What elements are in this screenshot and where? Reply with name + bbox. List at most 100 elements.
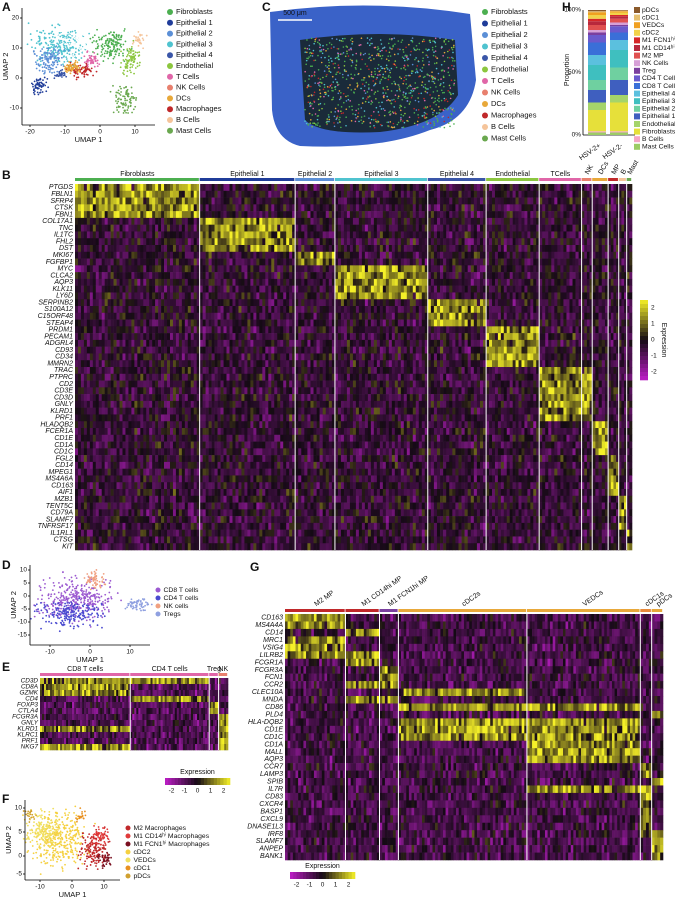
legend-swatch bbox=[482, 101, 488, 107]
tissue-cell bbox=[351, 109, 353, 111]
tissue-cell bbox=[444, 127, 446, 129]
tissue-cell bbox=[335, 79, 337, 81]
heatmap-cell bbox=[161, 475, 164, 482]
umap-point bbox=[137, 65, 139, 67]
heatmap-cell bbox=[75, 401, 78, 408]
heatmap-cell bbox=[78, 442, 81, 449]
tissue-cell bbox=[337, 122, 339, 124]
tissue-cell bbox=[346, 51, 348, 53]
heatmap-cell bbox=[155, 353, 158, 360]
tissue-cell bbox=[439, 109, 441, 111]
heatmap-cell bbox=[128, 184, 131, 191]
umap-point bbox=[99, 39, 101, 41]
legend-label: B Cells bbox=[176, 115, 200, 124]
heatmap-cell bbox=[149, 313, 152, 320]
heatmap-cell bbox=[161, 394, 164, 401]
tissue-cell bbox=[314, 71, 316, 73]
heatmap-cell bbox=[90, 306, 93, 313]
tissue-cell bbox=[389, 111, 391, 113]
heatmap-cell bbox=[167, 516, 170, 523]
heatmap-cell bbox=[87, 489, 90, 496]
umap-point bbox=[75, 57, 77, 59]
heatmap-cell bbox=[102, 421, 105, 428]
heatmap-cell bbox=[167, 536, 170, 543]
heatmap-cell bbox=[158, 401, 161, 408]
heatmap-cell bbox=[78, 198, 81, 205]
heatmap-cell bbox=[81, 387, 84, 394]
legend-swatch bbox=[167, 74, 173, 80]
tissue-cell bbox=[351, 38, 353, 40]
heatmap-cell bbox=[84, 394, 87, 401]
tissue-cell bbox=[448, 117, 450, 119]
umap-points bbox=[27, 22, 148, 114]
heatmap-cell bbox=[131, 184, 134, 191]
tissue-cell bbox=[369, 126, 371, 128]
legend-label: cDC1 bbox=[642, 14, 659, 21]
heatmap-cell bbox=[102, 414, 105, 421]
heatmap-cell bbox=[75, 435, 78, 442]
tissue-cell bbox=[363, 54, 365, 56]
tissue-cell bbox=[304, 80, 306, 82]
tissue-cell bbox=[314, 75, 316, 77]
heatmap-cell bbox=[170, 530, 173, 537]
heatmap-cell bbox=[149, 340, 152, 347]
tissue-cell bbox=[389, 114, 391, 116]
heatmap-cell bbox=[75, 279, 78, 286]
heatmap-cell bbox=[134, 428, 137, 435]
heatmap-cell bbox=[75, 360, 78, 367]
heatmap-cell bbox=[131, 496, 134, 503]
tissue-cell bbox=[403, 91, 405, 93]
heatmap-cell bbox=[152, 353, 155, 360]
heatmap-cell bbox=[81, 455, 84, 462]
heatmap-cell bbox=[158, 279, 161, 286]
heatmap-cell bbox=[114, 231, 117, 238]
heatmap-cell bbox=[137, 462, 140, 469]
heatmap-cell bbox=[120, 455, 123, 462]
tissue-cell bbox=[405, 75, 407, 77]
umap-point bbox=[98, 37, 100, 39]
umap-point bbox=[93, 44, 95, 46]
heatmap-cell bbox=[140, 523, 143, 530]
heatmap-cell bbox=[102, 198, 105, 205]
heatmap-cell bbox=[111, 367, 114, 374]
heatmap-cell bbox=[81, 279, 84, 286]
umap-point bbox=[136, 52, 138, 54]
tissue-cell bbox=[313, 50, 315, 52]
heatmap-cell bbox=[117, 211, 120, 218]
heatmap-cell bbox=[155, 489, 158, 496]
heatmap-cell bbox=[146, 509, 149, 516]
umap-point bbox=[47, 86, 49, 88]
heatmap-cell bbox=[93, 245, 96, 252]
heatmap-cell bbox=[108, 333, 111, 340]
tissue-cell bbox=[324, 103, 326, 105]
tissue-cell bbox=[308, 95, 310, 97]
tissue-cell bbox=[352, 62, 354, 64]
heatmap-cell bbox=[105, 421, 108, 428]
heatmap-cell bbox=[137, 252, 140, 259]
umap-point bbox=[122, 102, 124, 104]
legend-swatch bbox=[482, 67, 488, 73]
tissue-cell bbox=[368, 84, 370, 86]
heatmap-cell bbox=[167, 401, 170, 408]
heatmap-cell bbox=[120, 320, 123, 327]
heatmap-cell bbox=[84, 252, 87, 259]
tissue-cell bbox=[382, 74, 384, 76]
tissue-cell bbox=[419, 49, 421, 51]
legend-label: B Cells bbox=[642, 136, 664, 143]
umap-point bbox=[71, 47, 73, 49]
umap-point bbox=[61, 69, 63, 71]
tissue-cell bbox=[325, 50, 327, 52]
heatmap-cell bbox=[99, 191, 102, 198]
umap-point bbox=[122, 95, 124, 97]
tissue-cell bbox=[414, 59, 416, 61]
tissue-cell bbox=[452, 49, 454, 51]
heatmap-cell bbox=[114, 367, 117, 374]
tissue-cell bbox=[342, 77, 344, 79]
heatmap-cell bbox=[102, 306, 105, 313]
heatmap-cell bbox=[114, 333, 117, 340]
heatmap-cell bbox=[152, 286, 155, 293]
tissue-cell bbox=[432, 97, 434, 99]
heatmap-cell bbox=[125, 489, 128, 496]
bar-segment bbox=[610, 68, 628, 81]
tissue-cell bbox=[338, 64, 340, 66]
